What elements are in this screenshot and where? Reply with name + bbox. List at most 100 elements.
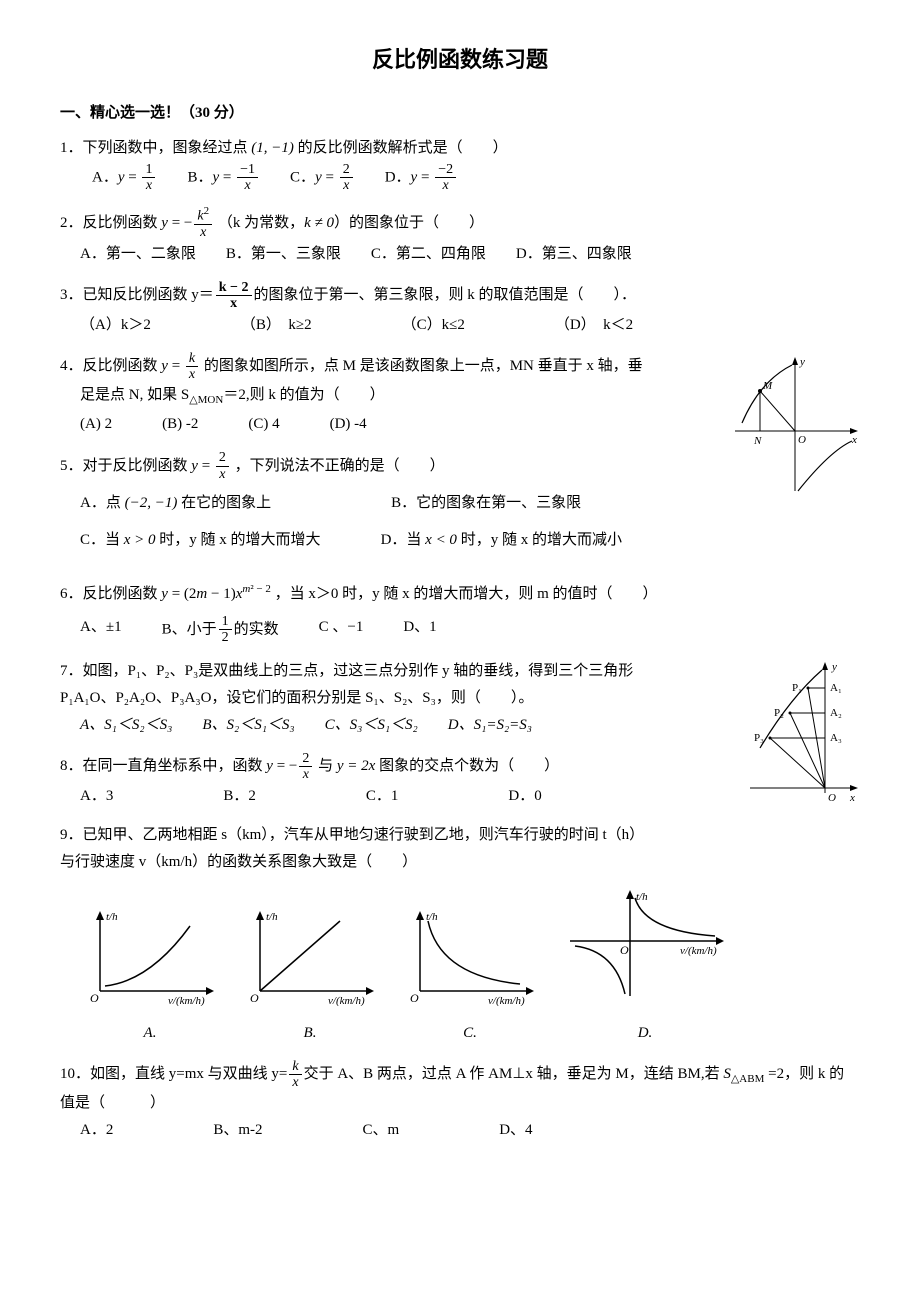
q9-capA: A. — [80, 1020, 220, 1047]
q9-figures: t/h v/(km/h) O A. t/h v/(km/h) O B. — [80, 886, 860, 1047]
question-9: 9．已知甲、乙两地相距 s（km），汽车从甲地匀速行驶到乙地，则汽车行驶的时间 … — [60, 822, 860, 1047]
q7-optC: C、S₃＜S₁＜S₂ — [325, 712, 418, 739]
svg-text:v/(km/h): v/(km/h) — [168, 995, 205, 1006]
q10-text: 10．如图，直线 y=mx 与双曲线 y=kx交于 A、B 两点，过点 A 作 … — [60, 1066, 844, 1082]
svg-text:y: y — [799, 356, 805, 368]
q9-fig-D: t/h v/(km/h) O D. — [560, 886, 730, 1047]
q8-text: 8．在同一直角坐标系中，函数 y = −2x 与 y = 2x 图象的交点个数为… — [60, 758, 559, 774]
q3-optA: （A）k＞2 — [80, 312, 151, 339]
q4-optA: (A) 2 — [80, 411, 112, 438]
q1-text: 1．下列函数中，图象经过点 (1, −1) 的反比例函数解析式是（ ） — [60, 140, 508, 156]
q8-optD: D．0 — [508, 783, 541, 810]
question-6: 6．反比例函数 y = (2m − 1)xm² − 2 ，当 x＞0 时，y 随… — [60, 580, 860, 646]
svg-text:v/(km/h): v/(km/h) — [488, 995, 525, 1006]
q5-optA: A．点 (−2, −1) 在它的图象上 — [80, 490, 271, 517]
q1-options: A．y = 1x B．y = −1x C．y = 2x D．y = −2x — [60, 162, 860, 194]
question-5: 5．对于反比例函数 y = 2x ，下列说法不正确的是（ ） A．点 (−2, … — [60, 450, 724, 554]
q3-optD: （D） k＜2 — [555, 312, 633, 339]
q3-text: 3．已知反比例函数 y＝k − 2x的图象位于第一、第三象限，则 k 的取值范围… — [60, 287, 636, 303]
question-1: 1．下列函数中，图象经过点 (1, −1) 的反比例函数解析式是（ ） A．y … — [60, 135, 860, 194]
svg-text:A₂: A₂ — [830, 707, 842, 719]
q1-optC: C．y = 2x — [290, 162, 355, 194]
svg-text:P₃: P₃ — [754, 732, 764, 744]
q9-fig-C: t/h v/(km/h) O C. — [400, 906, 540, 1047]
question-7: 7．如图，P₁、P₂、P₃是双曲线上的三点，过这三点分别作 y 轴的垂线，得到三… — [60, 658, 734, 739]
svg-text:t/h: t/h — [636, 891, 648, 903]
q7-optD: D、S₁=S₂=S₃ — [448, 712, 532, 739]
page-title: 反比例函数练习题 — [60, 40, 860, 80]
svg-text:t/h: t/h — [106, 911, 118, 923]
q8-optC: C．1 — [366, 783, 399, 810]
q9-capB: B. — [240, 1020, 380, 1047]
q2-optC: C．第二、四角限 — [371, 241, 486, 268]
q6-optA: A、±1 — [80, 614, 122, 646]
svg-text:v/(km/h): v/(km/h) — [680, 945, 717, 957]
q6-text: 6．反比例函数 y = (2m − 1)xm² − 2 ，当 x＞0 时，y 随… — [60, 586, 658, 602]
svg-text:O: O — [828, 792, 836, 804]
q9-text-a: 9．已知甲、乙两地相距 s（km），汽车从甲地匀速行驶到乙地，则汽车行驶的时间 … — [60, 827, 644, 843]
q5-optC: C．当 x > 0 时，y 随 x 的增大而增大 — [80, 527, 321, 554]
svg-text:t/h: t/h — [426, 911, 438, 923]
question-8: 8．在同一直角坐标系中，函数 y = −2x 与 y = 2x 图象的交点个数为… — [60, 751, 734, 810]
q5-optD: D．当 x < 0 时，y 随 x 的增大而减小 — [381, 527, 622, 554]
q4-options: (A) 2 (B) -2 (C) 4 (D) -4 — [60, 411, 724, 438]
q1-point: (1, −1) — [251, 140, 294, 156]
q8-optA: A．3 — [80, 783, 113, 810]
q10-optD: D、4 — [499, 1117, 532, 1144]
svg-text:A₃: A₃ — [830, 732, 842, 744]
svg-text:O: O — [250, 991, 259, 1005]
svg-text:O: O — [798, 434, 806, 446]
q2-optD: D．第三、四象限 — [516, 241, 632, 268]
q4-text2: 足是点 N, 如果 S△MON＝2,则 k 的值为（ ） — [60, 387, 385, 403]
q2-optB: B．第一、三象限 — [226, 241, 341, 268]
question-2: 2．反比例函数 y = −k2x （k 为常数，k ≠ 0）的图象位于（ ） A… — [60, 205, 860, 267]
q8-optB: B．2 — [223, 783, 256, 810]
q7-optA: A、S₁＜S₂＜S₃ — [80, 712, 172, 739]
q5-optB: B．它的图象在第一、三象限 — [391, 490, 581, 517]
question-10: 10．如图，直线 y=mx 与双曲线 y=kx交于 A、B 两点，过点 A 作 … — [60, 1059, 860, 1145]
q3-options: （A）k＞2 （B） k≥2 （C）k≤2 （D） k＜2 — [60, 312, 860, 339]
q4-optD: (D) -4 — [330, 411, 367, 438]
svg-text:P₁: P₁ — [792, 682, 802, 694]
svg-text:O: O — [620, 943, 629, 957]
q10-text-d: 值是（ ） — [60, 1095, 165, 1111]
q7-text-b: P₁A₁O、P₂A₂O、P₃A₃O，设它们的面积分别是 S₁、S₂、S₃，则（ … — [60, 690, 533, 706]
q6-optD: D、1 — [403, 614, 436, 646]
q10-optB: B、m-2 — [213, 1117, 262, 1144]
q4-text: 4．反比例函数 y = kx 的图象如图所示，点 M 是该函数图象上一点，MN … — [60, 358, 643, 374]
q2-optA: A．第一、二象限 — [80, 241, 196, 268]
q1-optD: D．y = −2x — [385, 162, 458, 194]
q3-optC: （C）k≤2 — [402, 312, 465, 339]
svg-text:P₂: P₂ — [774, 707, 784, 719]
svg-text:x: x — [849, 792, 855, 804]
q6-optC: C 、−1 — [319, 614, 364, 646]
q9-fig-A: t/h v/(km/h) O A. — [80, 906, 220, 1047]
q2-text: 2．反比例函数 y = −k2x （k 为常数，k ≠ 0）的图象位于（ ） — [60, 215, 484, 231]
q10-options: A．2 B、m-2 C、m D、4 — [60, 1117, 860, 1144]
svg-text:M: M — [762, 380, 773, 392]
q7-optB: B、S₂＜S₁＜S₃ — [202, 712, 294, 739]
q9-text-b: 与行驶速度 v（km/h）的函数关系图象大致是（ ） — [60, 854, 417, 870]
q1-text-b: 的反比例函数解析式是（ ） — [298, 140, 508, 156]
q10-optC: C、m — [363, 1117, 400, 1144]
q10-optA: A．2 — [80, 1117, 113, 1144]
q4-optB: (B) -2 — [162, 411, 198, 438]
svg-text:N: N — [753, 435, 762, 447]
svg-text:O: O — [90, 991, 99, 1005]
q9-capC: C. — [400, 1020, 540, 1047]
svg-text:t/h: t/h — [266, 911, 278, 923]
q1-text-a: 1．下列函数中，图象经过点 — [60, 140, 248, 156]
svg-text:x: x — [851, 434, 857, 446]
q1-optB: B．y = −1x — [187, 162, 260, 194]
svg-text:y: y — [831, 661, 837, 673]
q6-optB: B、小于12的实数 — [162, 614, 279, 646]
q7-figure: y x O P₁ A₁ P₂ A₂ P₃ A₃ — [740, 658, 860, 808]
q5-text: 5．对于反比例函数 y = 2x ，下列说法不正确的是（ ） — [60, 458, 445, 474]
svg-text:v/(km/h): v/(km/h) — [328, 995, 365, 1006]
q8-options: A．3 B．2 C．1 D．0 — [60, 783, 734, 810]
q9-fig-B: t/h v/(km/h) O B. — [240, 906, 380, 1047]
question-4: 4．反比例函数 y = kx 的图象如图所示，点 M 是该函数图象上一点，MN … — [60, 351, 724, 439]
q4-figure: y x O M N — [730, 351, 860, 501]
svg-text:O: O — [410, 991, 419, 1005]
q7-options: A、S₁＜S₂＜S₃ B、S₂＜S₁＜S₃ C、S₃＜S₁＜S₂ D、S₁=S₂… — [60, 712, 734, 739]
